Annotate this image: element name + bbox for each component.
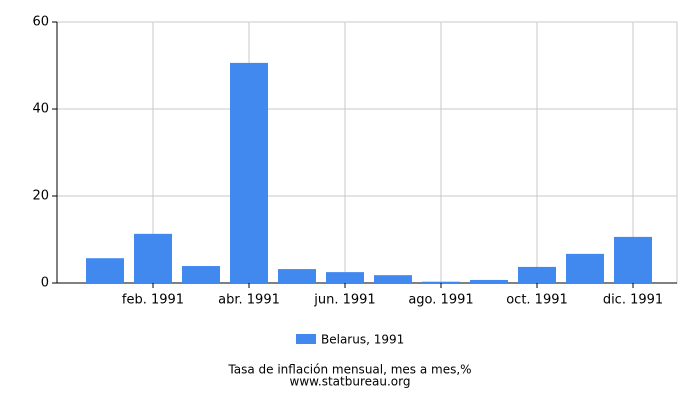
- bar: [86, 258, 124, 283]
- x-tick-label: abr. 1991: [218, 293, 280, 308]
- bar: [470, 279, 508, 283]
- y-tick-label: 60: [32, 15, 49, 30]
- legend-swatch: [296, 334, 316, 344]
- x-tick-label: dic. 1991: [603, 293, 663, 308]
- bar: [278, 269, 316, 283]
- bar: [422, 281, 460, 283]
- bar: [326, 272, 364, 283]
- chart-title: Tasa de inflación mensual, mes a mes,%: [227, 363, 471, 377]
- legend-label: Belarus, 1991: [321, 333, 404, 347]
- bar: [614, 236, 652, 283]
- x-tick-label: feb. 1991: [122, 293, 184, 308]
- x-tick-label: jun. 1991: [313, 293, 375, 308]
- y-tick-label: 0: [41, 276, 49, 291]
- bar: [566, 253, 604, 283]
- bar: [134, 233, 172, 283]
- bar: [518, 266, 556, 283]
- y-tick-label: 20: [32, 189, 49, 204]
- x-tick-label: oct. 1991: [506, 293, 568, 308]
- bar: [182, 266, 220, 283]
- x-tick-label: ago. 1991: [408, 293, 473, 308]
- bar: [374, 275, 412, 283]
- y-tick-label: 40: [32, 102, 49, 117]
- bar: [230, 62, 268, 283]
- source: www.statbureau.org: [290, 375, 411, 389]
